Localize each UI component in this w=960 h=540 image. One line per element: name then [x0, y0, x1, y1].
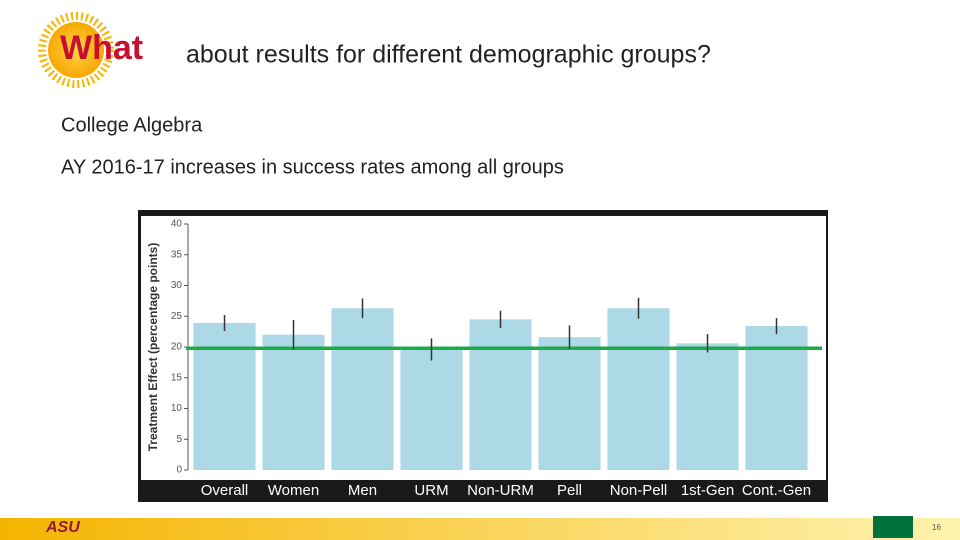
footer-bar [0, 518, 960, 540]
y-tick-label: 0 [176, 465, 182, 476]
x-tick-label: Non-Pell [610, 482, 668, 499]
y-tick-label: 35 [171, 249, 183, 260]
bar [538, 337, 601, 470]
bar [193, 323, 256, 470]
bar [745, 326, 808, 470]
y-tick-label: 40 [171, 219, 183, 230]
headline: AY 2016-17 increases in success rates am… [61, 156, 564, 178]
bar [400, 349, 463, 470]
footer-logo: ASU [45, 519, 80, 536]
bar [469, 319, 532, 470]
x-tick-label: Women [268, 482, 319, 499]
bar [607, 308, 670, 470]
y-tick-label: 15 [171, 372, 183, 383]
x-tick-label: Men [348, 482, 377, 499]
subtitle: College Algebra [61, 114, 203, 136]
keyword: What [60, 29, 143, 67]
y-tick-label: 30 [171, 280, 183, 291]
y-axis-title: Treatment Effect (percentage points) [146, 243, 160, 452]
x-tick-label: URM [414, 482, 448, 499]
x-tick-label: Pell [557, 482, 582, 499]
x-tick-label: Non-URM [467, 482, 534, 499]
sun-logo [38, 12, 114, 88]
y-tick-label: 10 [171, 403, 183, 414]
partner-logo [873, 516, 913, 538]
bar [331, 308, 394, 470]
x-tick-label: Overall [201, 482, 249, 499]
y-tick-label: 20 [171, 342, 183, 353]
y-tick-label: 5 [176, 434, 182, 445]
bar [676, 343, 739, 470]
x-tick-label: 1st-Gen [681, 482, 734, 499]
bar [262, 334, 325, 470]
page-number: 16 [932, 523, 941, 532]
title: about results for different demographic … [186, 41, 711, 69]
x-tick-label: Cont.-Gen [742, 482, 811, 499]
y-tick-label: 25 [171, 311, 183, 322]
